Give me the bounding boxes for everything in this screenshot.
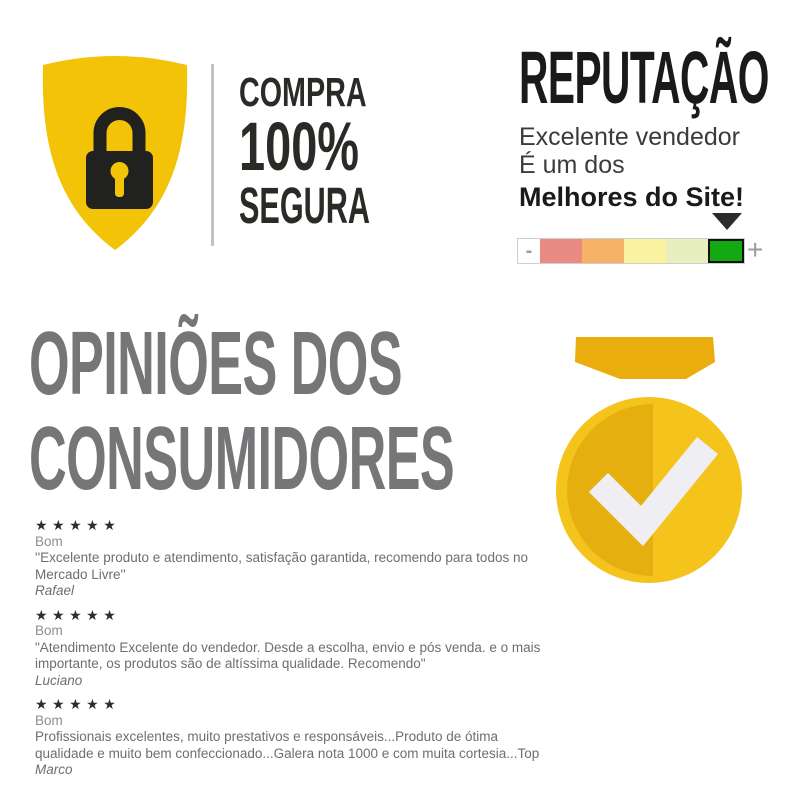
review-author: Rafael <box>35 583 75 598</box>
scale-segment-2 <box>582 239 624 263</box>
opinions-heading-line-2: CONSUMIDORES <box>29 409 455 509</box>
scale-plus-label: + <box>747 234 764 265</box>
review-rating-label: Bom <box>35 623 63 638</box>
opinions-heading-line-1: OPINIÕES DOS <box>29 314 403 414</box>
review-item-1: ★★★★★ Bom ''Excelente produto e atendime… <box>35 517 541 600</box>
reputation-subtitle-2: É um dos <box>519 151 625 179</box>
reputation-block: REPUTAÇÃO Excelente vendedor É um dos Me… <box>519 40 800 213</box>
scale-minus-label: - <box>525 239 533 262</box>
secure-line-2: 100% <box>239 108 360 185</box>
opinions-heading: OPINIÕES DOS CONSUMIDORES <box>29 317 762 507</box>
secure-line-3: SEGURA <box>239 177 370 234</box>
review-text: "Atendimento Excelente do vendedor. Desd… <box>35 639 541 672</box>
reputation-title: REPUTAÇÃO <box>519 36 769 119</box>
review-author: Luciano <box>35 672 83 688</box>
vertical-divider <box>211 64 214 246</box>
check-icon <box>588 437 718 547</box>
review-item-2: ★★★★★ Bom "Atendimento Excelente do vend… <box>35 607 541 690</box>
review-rating-label: Bom <box>35 533 63 549</box>
shield-icon <box>42 56 188 250</box>
medal-ribbon <box>575 337 715 379</box>
keyhole-icon <box>110 162 129 180</box>
reputation-scale: - <box>517 238 745 264</box>
reputation-highlight: Melhores do Site! <box>519 182 745 212</box>
scale-segment-3 <box>624 239 666 263</box>
review-author: Marco <box>35 762 73 777</box>
secure-line-1: COMPRA <box>239 69 367 115</box>
scale-segment-4 <box>666 239 708 263</box>
scale-segment-active <box>708 239 744 263</box>
reviews-list: ★★★★★ Bom ''Excelente produto e atendime… <box>35 517 541 786</box>
review-text: Profissionais excelentes, muito prestati… <box>35 729 540 761</box>
lock-icon <box>86 107 153 209</box>
review-rating-label: Bom <box>35 712 63 728</box>
scale-pointer-icon <box>712 213 742 230</box>
medal-icon <box>556 337 742 583</box>
reputation-subtitle-1: Excelente vendedor <box>519 123 740 151</box>
scale-segment-1 <box>540 239 582 263</box>
star-rating-icons: ★★★★★ <box>35 517 121 533</box>
star-rating-icons: ★★★★★ <box>35 606 121 623</box>
star-rating-icons: ★★★★★ <box>35 696 121 712</box>
review-item-3: ★★★★★ Bom Profissionais excelentes, muit… <box>35 696 541 779</box>
review-text: ''Excelente produto e atendimento, satis… <box>35 550 528 582</box>
secure-purchase-text: COMPRA 100% SEGURA <box>239 69 457 234</box>
